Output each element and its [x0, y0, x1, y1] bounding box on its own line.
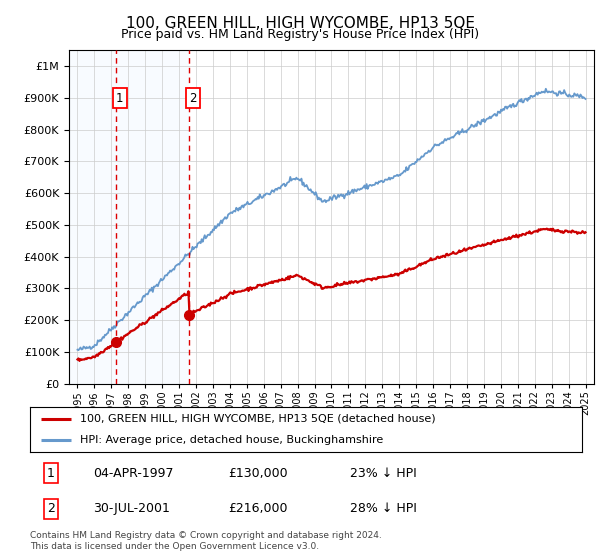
- Text: 28% ↓ HPI: 28% ↓ HPI: [350, 502, 417, 515]
- Text: 1: 1: [47, 466, 55, 479]
- Text: 1: 1: [116, 91, 124, 105]
- Text: Price paid vs. HM Land Registry's House Price Index (HPI): Price paid vs. HM Land Registry's House …: [121, 28, 479, 41]
- Bar: [116, 50, 189, 384]
- Text: Contains HM Land Registry data © Crown copyright and database right 2024.: Contains HM Land Registry data © Crown c…: [30, 531, 382, 540]
- Text: 100, GREEN HILL, HIGH WYCOMBE, HP13 5QE (detached house): 100, GREEN HILL, HIGH WYCOMBE, HP13 5QE …: [80, 414, 436, 424]
- Text: £216,000: £216,000: [229, 502, 288, 515]
- Bar: [69, 50, 116, 384]
- Text: 04-APR-1997: 04-APR-1997: [94, 466, 174, 479]
- Text: This data is licensed under the Open Government Licence v3.0.: This data is licensed under the Open Gov…: [30, 542, 319, 550]
- Text: 100, GREEN HILL, HIGH WYCOMBE, HP13 5QE: 100, GREEN HILL, HIGH WYCOMBE, HP13 5QE: [125, 16, 475, 31]
- Text: 2: 2: [190, 91, 197, 105]
- Text: HPI: Average price, detached house, Buckinghamshire: HPI: Average price, detached house, Buck…: [80, 435, 383, 445]
- Text: 30-JUL-2001: 30-JUL-2001: [94, 502, 170, 515]
- Text: £130,000: £130,000: [229, 466, 289, 479]
- Text: 2: 2: [47, 502, 55, 515]
- Text: 23% ↓ HPI: 23% ↓ HPI: [350, 466, 417, 479]
